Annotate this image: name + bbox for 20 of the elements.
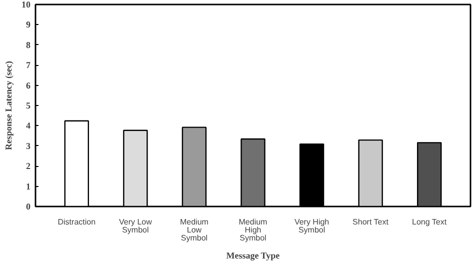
y-tick-label: 3 (26, 140, 31, 151)
y-tick-label: 0 (26, 202, 31, 212)
y-tick-label: 1 (26, 181, 31, 192)
y-tick-label: 10 (22, 0, 31, 10)
x-tick-label: Very Low Symbol (118, 218, 152, 235)
x-tick-label: Distraction (58, 218, 96, 226)
x-tick-label: Very High Symbol (294, 218, 330, 235)
y-tick-label: 2 (26, 161, 31, 172)
x-tick-label: Medium High Symbol (238, 218, 268, 243)
x-tick-label: Medium Low Symbol (180, 218, 209, 243)
y-tick-label: 8 (26, 40, 31, 50)
y-axis-title: Response Latency (sec) (4, 60, 14, 150)
y-tick-label: 7 (26, 60, 31, 70)
x-axis-title: Message Type (226, 250, 280, 261)
x-tick-label: Long Text (412, 218, 448, 226)
y-tick-label: 4 (26, 120, 31, 131)
y-tick-label: 5 (26, 100, 31, 110)
y-tick-label: 9 (26, 20, 31, 30)
x-tick-label: Short Text (352, 218, 390, 226)
y-tick-label: 6 (26, 80, 31, 90)
